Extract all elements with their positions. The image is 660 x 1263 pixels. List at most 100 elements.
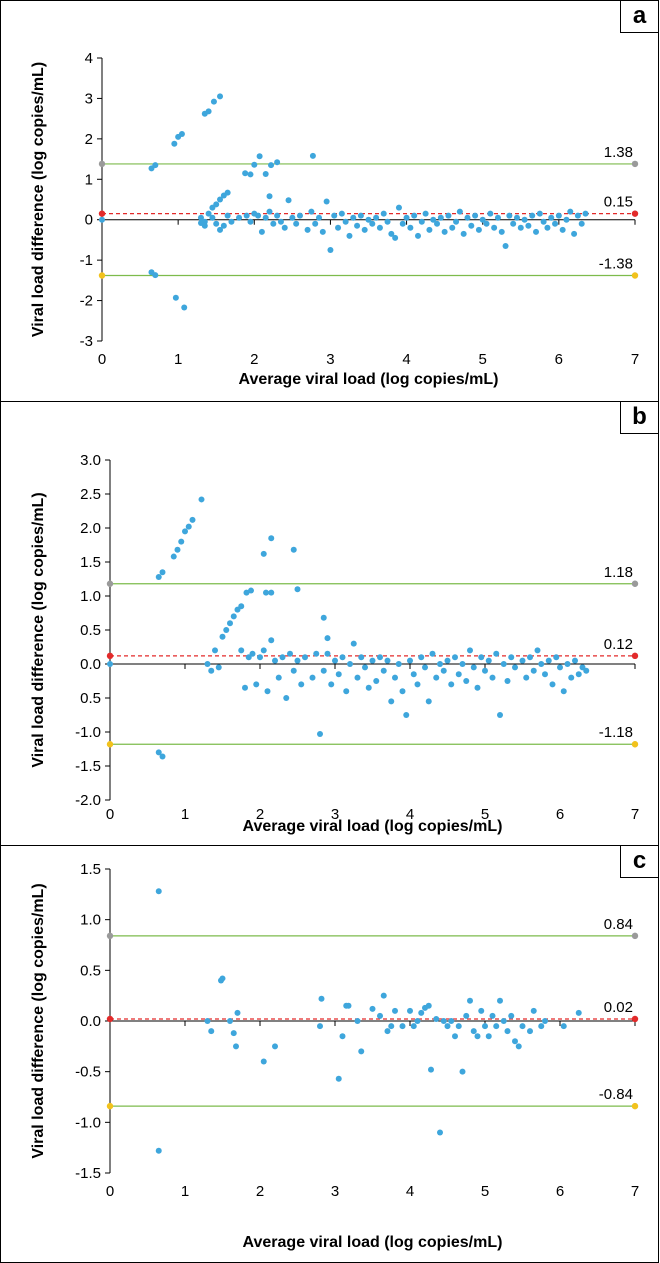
upper-limit-end-marker [631, 932, 639, 940]
data-point [388, 1023, 395, 1030]
y-axis-title: Viral load difference (log copies/mL) [30, 883, 47, 1158]
data-point [220, 222, 227, 229]
data-point [251, 161, 258, 168]
x-tick-label: 7 [631, 806, 639, 823]
data-point [392, 674, 398, 681]
data-point [302, 654, 308, 661]
data-point [474, 684, 481, 691]
data-point [544, 224, 551, 231]
data-point [373, 678, 380, 684]
panel-c: -1.5 -1.0 -0.5 0.0 0.5 1.0 1.5 0 1 2 3 4 5 6 7 0.84 0.02… [0, 845, 659, 1263]
data-point [575, 671, 582, 678]
data-point [548, 214, 555, 221]
panel-tag-b: b [620, 402, 658, 434]
data-point [230, 613, 237, 620]
data-point [449, 224, 456, 231]
data-point [335, 671, 342, 678]
y-tick-label: -0.5 [75, 1064, 101, 1081]
data-point [227, 620, 233, 627]
data-point [320, 667, 327, 674]
data-point [422, 210, 429, 217]
y-tick-label: -2.0 [75, 792, 101, 809]
data-point [320, 614, 327, 621]
data-point [574, 212, 581, 219]
data-point [440, 1018, 447, 1024]
mean-start-marker [106, 652, 114, 660]
data-point [369, 1005, 376, 1012]
data-point [560, 1023, 567, 1030]
upper-limit-label: 1.38 [604, 144, 633, 161]
data-point [428, 1066, 434, 1073]
data-point [530, 1007, 537, 1014]
data-point [266, 193, 273, 200]
data-point [262, 214, 269, 221]
x-tick-label: 6 [556, 1183, 564, 1200]
data-point [411, 212, 418, 219]
data-point [247, 171, 254, 178]
data-point [331, 212, 338, 219]
mean-end-marker [631, 1015, 639, 1023]
y-tick-label: 1 [85, 171, 93, 188]
data-point [357, 212, 364, 219]
panel-a: -3 -2 -1 0 1 2 3 4 0 1 2 3 4 5 6 7 1.38 0.15 -1.38 Average … [0, 0, 659, 402]
upper-limit-label: 1.18 [604, 564, 633, 581]
data-point [335, 1075, 342, 1082]
data-point [470, 1028, 477, 1035]
data-point [395, 204, 402, 211]
data-point [178, 538, 185, 545]
data-point [289, 214, 296, 221]
data-point [317, 731, 323, 738]
data-point [491, 224, 498, 231]
data-point [455, 1023, 462, 1030]
y-tick-label: 1.5 [80, 554, 101, 571]
panel-b: -2.0 -1.5 -1.0 0.5 0.0 0.5 1.0 1.5 2.0 2.5 3.0 0 1 2 3… [0, 401, 659, 846]
data-point [542, 1018, 548, 1024]
data-point [467, 647, 473, 654]
data-point [399, 1023, 406, 1030]
data-point [268, 162, 275, 169]
data-point [266, 208, 273, 215]
data-point [494, 214, 501, 221]
data-point [583, 667, 590, 674]
data-point [268, 637, 275, 644]
data-point [255, 212, 262, 219]
data-point [489, 674, 496, 681]
data-point [448, 1018, 455, 1024]
data-point [433, 674, 440, 681]
data-point [342, 218, 349, 225]
data-point [373, 214, 380, 221]
data-point [279, 654, 286, 661]
y-tick-label: 1.0 [80, 588, 101, 605]
data-point [392, 234, 399, 241]
data-point [99, 216, 105, 223]
data-point [502, 242, 509, 249]
data-point [376, 224, 383, 231]
data-point [208, 1028, 215, 1035]
data-point [204, 1018, 211, 1024]
upper-limit-end-marker [631, 580, 639, 587]
scatter-plot-a: -3 -2 -1 0 1 2 3 4 0 1 2 3 4 5 6 7 1.38 0.15 -1.38 Average … [30, 50, 639, 388]
data-point [358, 1048, 365, 1055]
data-point [418, 1009, 425, 1016]
data-point [268, 589, 275, 596]
data-point [474, 1033, 481, 1040]
data-point [223, 627, 230, 633]
data-point [444, 657, 451, 664]
data-point [497, 712, 503, 718]
data-point [217, 93, 224, 100]
data-point [464, 214, 471, 221]
data-point [418, 218, 425, 225]
data-point [506, 212, 513, 219]
data-point [215, 664, 222, 671]
data-point [308, 208, 315, 215]
data-point [230, 1030, 237, 1037]
data-point [525, 222, 532, 229]
data-point [155, 749, 162, 756]
data-point [323, 198, 330, 205]
data-point [327, 247, 334, 254]
x-tick-label: 0 [106, 806, 114, 823]
data-point [455, 671, 462, 678]
data-point [512, 1038, 518, 1045]
data-point [217, 196, 224, 203]
data-point [258, 228, 265, 235]
